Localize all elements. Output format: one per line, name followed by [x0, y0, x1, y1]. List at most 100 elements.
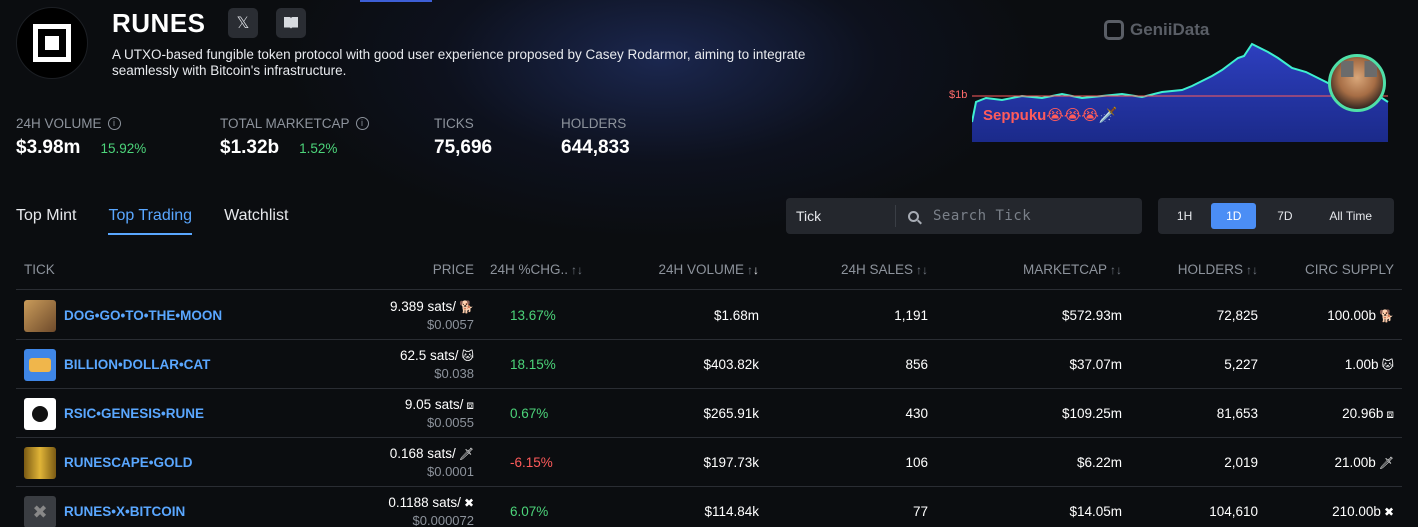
- gold-coins-icon: [24, 447, 56, 479]
- col-sales-label: 24H SALES: [840, 262, 913, 277]
- col-holders-label: HOLDERS: [1177, 262, 1243, 277]
- runes-logo: [16, 7, 88, 79]
- sort-icon[interactable]: ↑↓: [1110, 263, 1122, 277]
- sort-desc-icon[interactable]: ↑↓: [747, 263, 759, 277]
- col-holders[interactable]: HOLDERS ↑↓: [1178, 262, 1258, 277]
- price-value: 9.05 sats/: [404, 397, 464, 412]
- protocol-description: A UTXO-based fungible token protocol wit…: [112, 47, 806, 78]
- stat-value: 644,833: [561, 137, 630, 158]
- tab-watchlist[interactable]: Watchlist: [224, 207, 289, 224]
- stat-value: $3.98m: [16, 137, 81, 158]
- marketcap-value: $14.05m: [1069, 504, 1122, 519]
- info-icon[interactable]: i: [355, 117, 369, 130]
- range-1d-button[interactable]: 1D: [1211, 203, 1257, 229]
- stat-total-marketcap: TOTAL MARKETCAP i $1.32b 1.52%: [220, 116, 369, 159]
- range-1h-button[interactable]: 1H: [1176, 209, 1193, 223]
- tab-top-trading[interactable]: Top Trading: [108, 207, 193, 235]
- col-tick: TICK: [24, 262, 55, 277]
- tick-name-link[interactable]: RUNESCAPE•GOLD: [64, 455, 193, 470]
- book-icon[interactable]: [276, 8, 306, 38]
- range-7d-button[interactable]: 7D: [1277, 209, 1293, 223]
- info-icon[interactable]: i: [107, 117, 121, 130]
- x-mark-icon: ✖: [24, 496, 56, 527]
- price-sparkline-chart: [972, 42, 1389, 142]
- col-change[interactable]: 24H %CHG.. ↑↓: [490, 262, 583, 277]
- cat-icon: [24, 349, 56, 381]
- col-sales[interactable]: 24H SALES ↑↓: [841, 262, 928, 277]
- supply-amount: 210.00b: [1332, 504, 1381, 519]
- holders-value: 5,227: [1224, 357, 1258, 372]
- one-billion-marker-label: $1b: [949, 89, 968, 101]
- stat-change: 1.52%: [299, 141, 338, 156]
- col-volume[interactable]: 24H VOLUME ↑↓: [658, 262, 759, 277]
- volume-value: $1.68m: [713, 308, 759, 323]
- price-usd: $0.0055: [427, 415, 474, 430]
- supply-amount: 1.00b: [1344, 357, 1379, 372]
- search-input[interactable]: [933, 208, 1133, 224]
- holders-value: 81,653: [1216, 406, 1258, 421]
- search-icon: [908, 210, 919, 222]
- rune-symbol: 🐱: [1381, 358, 1394, 372]
- x-icon[interactable]: 𝕏: [228, 8, 258, 38]
- holders-value: 104,610: [1209, 504, 1258, 519]
- sort-icon[interactable]: ↑↓: [571, 263, 584, 277]
- sort-icon[interactable]: ↑↓: [1246, 263, 1258, 277]
- sales-value: 856: [905, 357, 928, 372]
- logo-square-icon: [33, 24, 71, 62]
- marketcap-value: $109.25m: [1061, 406, 1122, 421]
- top-indicator-bar: [360, 0, 432, 2]
- price-sats: 0.1188 sats/✖: [388, 495, 474, 510]
- geniidata-brand: GeniiData: [1130, 20, 1210, 39]
- sales-value: 106: [905, 455, 928, 470]
- page-title: RUNES: [112, 8, 206, 38]
- sales-value: 430: [905, 406, 928, 421]
- holders-value: 2,019: [1224, 455, 1258, 470]
- col-price: PRICE: [432, 262, 474, 277]
- tick-name-link[interactable]: RUNES•X•BITCOIN: [64, 504, 186, 519]
- price-usd: $0.0001: [427, 464, 474, 479]
- supply-amount: 20.96b: [1342, 406, 1384, 421]
- bitcoin-icon: [24, 398, 56, 430]
- stat-label: TOTAL MARKETCAP: [220, 116, 350, 131]
- table-row[interactable]: RUNESCAPE•GOLD 0.168 sats/🗡 $0.0001 -6.1…: [16, 438, 1402, 487]
- stat-holders: HOLDERS 644,833: [561, 116, 630, 159]
- rune-symbol: ⧈: [1386, 407, 1394, 421]
- table-row[interactable]: RSIC•GENESIS•RUNE 9.05 sats/⧈ $0.0055 0.…: [16, 389, 1402, 438]
- range-all-time-button[interactable]: All Time: [1329, 209, 1373, 223]
- sales-value: 77: [912, 504, 928, 519]
- supply-value: 100.00b 🐕: [1327, 308, 1394, 323]
- tab-top-mint[interactable]: Top Mint: [16, 207, 77, 224]
- holders-value: 72,825: [1216, 308, 1258, 323]
- col-circ-supply: CIRC SUPPLY: [1304, 262, 1394, 277]
- tick-name-link[interactable]: DOG•GO•TO•THE•MOON: [64, 308, 223, 323]
- price-sats: 62.5 sats/🐱: [400, 348, 474, 363]
- price-value: 0.168 sats/: [389, 446, 456, 461]
- supply-value: 20.96b ⧈: [1342, 406, 1394, 422]
- price-value: 9.389 sats/: [390, 299, 457, 314]
- volume-value: $403.82k: [703, 357, 759, 372]
- supply-value: 210.00b ✖: [1332, 504, 1394, 519]
- supply-value: 1.00b 🐱: [1345, 357, 1394, 372]
- table-row[interactable]: BILLION•DOLLAR•CAT 62.5 sats/🐱 $0.038 18…: [16, 340, 1402, 389]
- stat-value: 75,696: [434, 137, 493, 158]
- col-marketcap[interactable]: MARKETCAP ↑↓: [1023, 262, 1122, 277]
- col-volume-label: 24H VOLUME: [658, 262, 744, 277]
- tick-name-link[interactable]: BILLION•DOLLAR•CAT: [64, 357, 211, 372]
- volume-value: $265.91k: [703, 406, 759, 421]
- table-row[interactable]: DOG•GO•TO•THE•MOON 9.389 sats/🐕 $0.0057 …: [16, 291, 1402, 340]
- rune-symbol: ⧈: [466, 398, 474, 412]
- rune-symbol: ✖: [1383, 505, 1394, 519]
- price-value: 62.5 sats/: [399, 348, 459, 363]
- tick-name-link[interactable]: RSIC•GENESIS•RUNE: [64, 406, 204, 421]
- search-bar: Tick: [786, 198, 1142, 234]
- dog-icon: [24, 300, 56, 332]
- table-row[interactable]: ✖ RUNES•X•BITCOIN 0.1188 sats/✖ $0.00007…: [16, 487, 1402, 527]
- col-change-label: 24H %CHG..: [490, 262, 569, 277]
- tab-bar: Top Mint Top Trading Watchlist: [16, 207, 288, 235]
- rune-symbol: 🗡: [1378, 456, 1394, 470]
- geniidata-watermark: GeniiData: [1104, 20, 1209, 40]
- change-value: 6.07%: [510, 504, 549, 519]
- time-range-selector: 1H 1D 7D All Time: [1158, 198, 1394, 234]
- search-field-select[interactable]: Tick: [786, 205, 896, 227]
- sort-icon[interactable]: ↑↓: [916, 263, 928, 277]
